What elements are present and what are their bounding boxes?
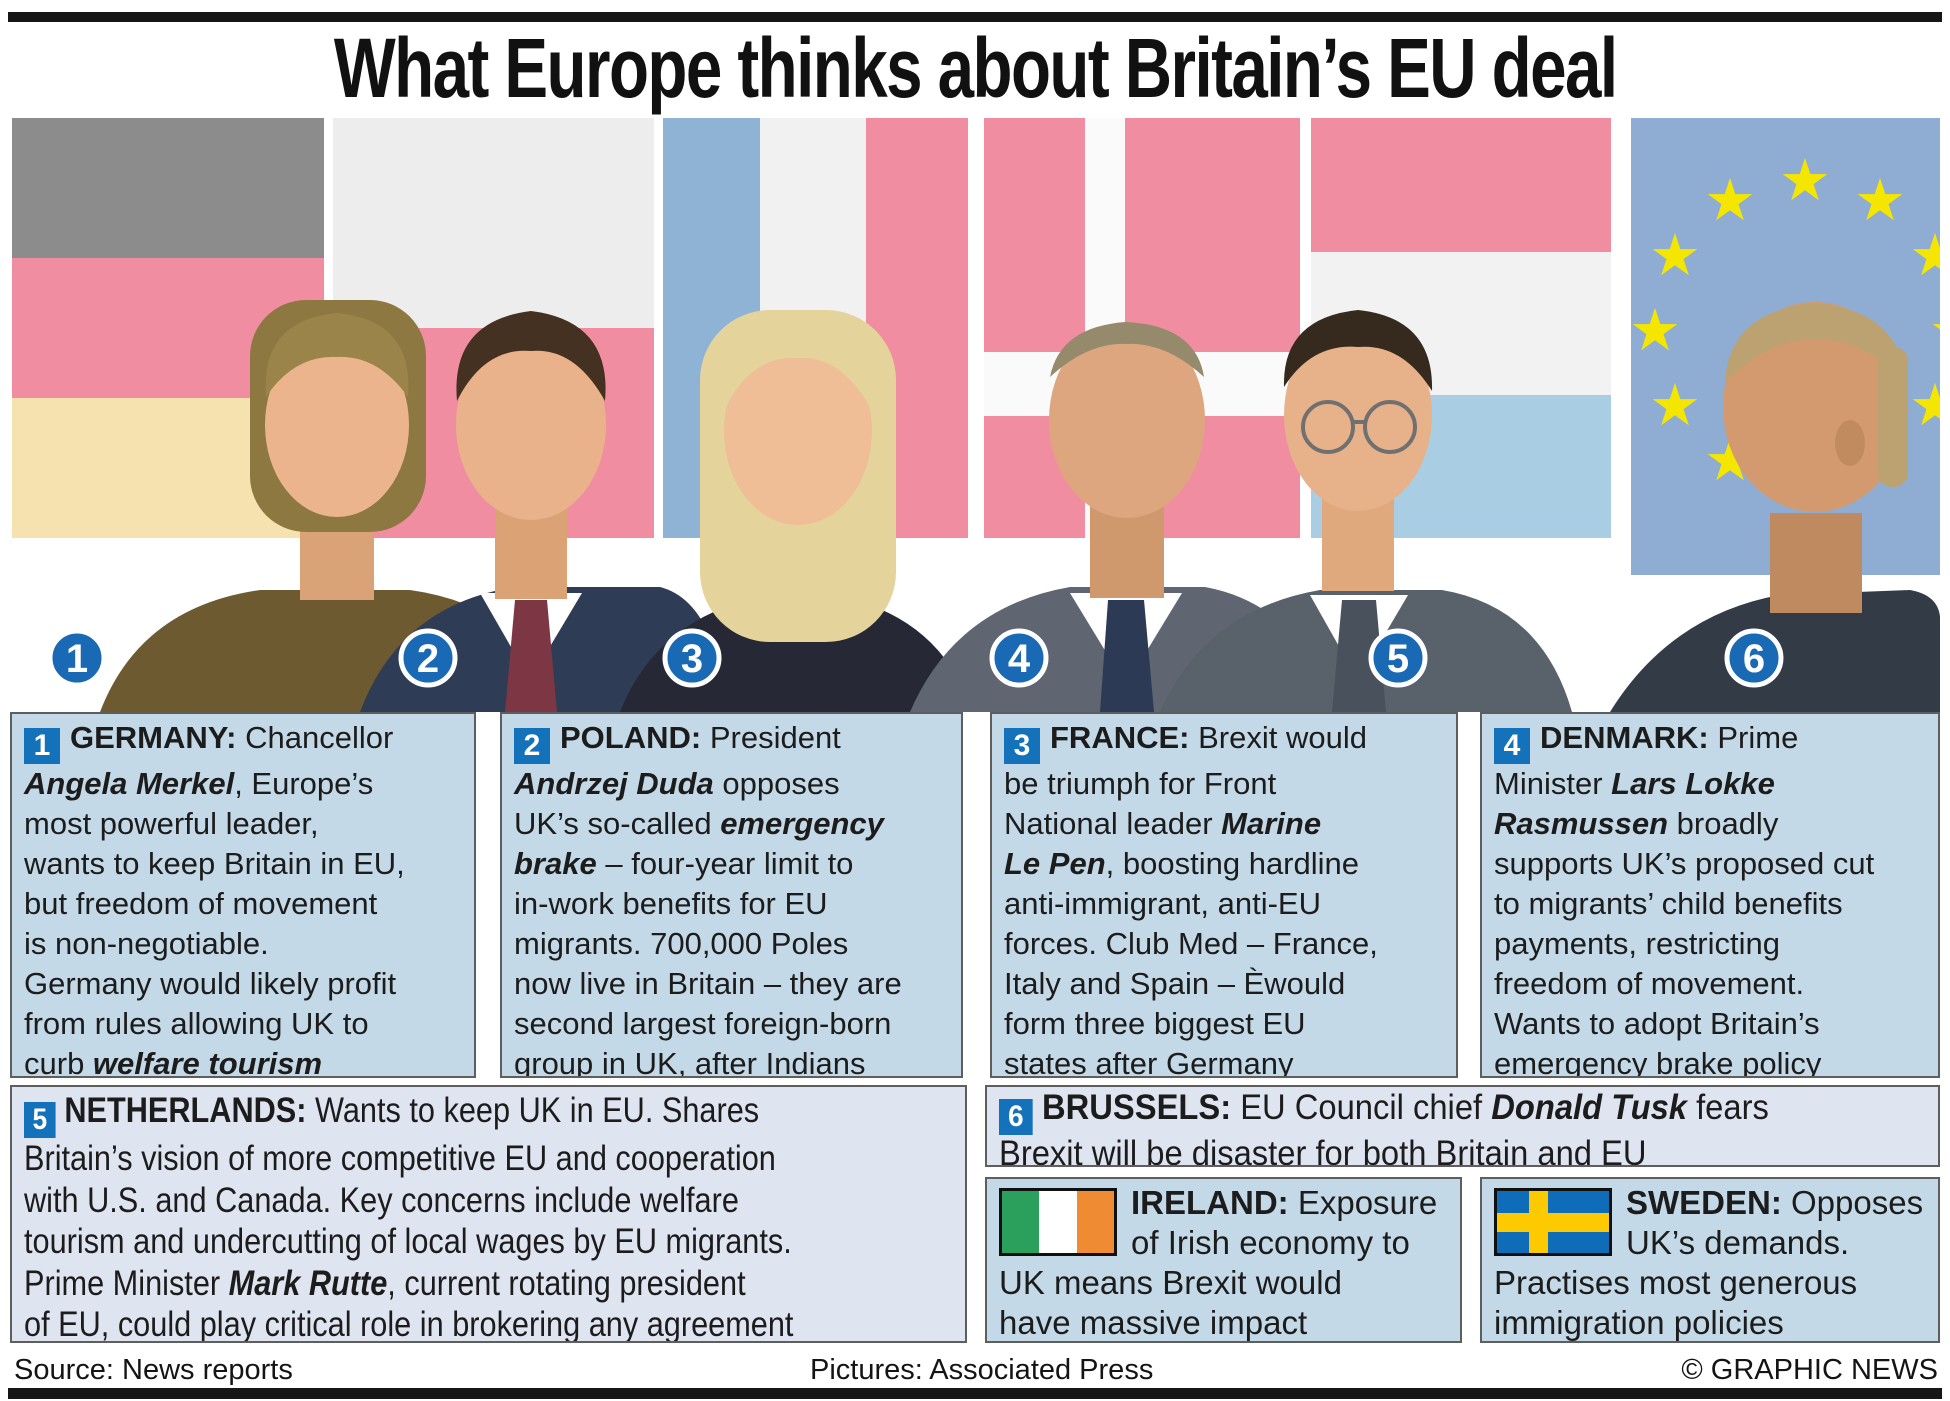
- germany-text: GERMANY: Chancellor Angela Merkel, Europ…: [24, 720, 405, 1078]
- ireland-info-box: IRELAND: Exposure of Irish economy to UK…: [985, 1177, 1462, 1343]
- germany-flag: [12, 118, 324, 538]
- page-title: What Europe thinks about Britain’s EU de…: [0, 20, 1950, 117]
- circle-4: 4: [989, 628, 1049, 688]
- footer-source: Source: News reports: [14, 1354, 293, 1386]
- france-info-box: 3 FRANCE: Brexit would be triumph for Fro…: [990, 712, 1458, 1078]
- poland-text: POLAND: President Andrzej Duda opposes U…: [514, 720, 902, 1078]
- page-title-text: What Europe thinks about Britain’s EU de…: [333, 21, 1618, 115]
- sweden-text: SWEDEN: Opposes UK’s demands. Practises …: [1494, 1184, 1924, 1341]
- circle-1: 1: [47, 628, 107, 688]
- ireland-text: IRELAND: Exposure of Irish economy to UK…: [999, 1184, 1438, 1341]
- svg-text:★: ★: [1929, 296, 1940, 364]
- france-text: FRANCE: Brexit would be triumph for Fron…: [1004, 720, 1378, 1078]
- netherlands-info-box: 5 NETHERLANDS: Wants to keep UK in EU. Sh…: [10, 1085, 967, 1343]
- footer-copyright: © GRAPHIC NEWS: [1681, 1354, 1938, 1386]
- germany-info-box: 1 GERMANY: Chancellor Angela Merkel, Euro…: [10, 712, 476, 1078]
- svg-text:★: ★: [1649, 371, 1701, 439]
- footer-pictures-credit: Pictures: Associated Press: [810, 1354, 1154, 1386]
- svg-text:3: 3: [681, 637, 703, 681]
- rutte-photo: [1160, 310, 1572, 712]
- circle-5: 5: [1368, 628, 1428, 688]
- circle-2: 2: [398, 628, 458, 688]
- svg-text:4: 4: [1008, 637, 1031, 681]
- ireland-flag-icon: [999, 1188, 1117, 1256]
- bottom-rule: [8, 1388, 1942, 1399]
- netherlands-text: NETHERLANDS: Wants to keep UK in EU. Sha…: [24, 1091, 794, 1343]
- svg-text:★: ★: [1704, 166, 1756, 234]
- netherlands-flag: [1311, 118, 1611, 538]
- number-circles: 1 2 3 4 5 6: [47, 628, 1784, 688]
- svg-text:★: ★: [1649, 221, 1701, 289]
- circle-3: 3: [662, 628, 722, 688]
- brussels-number-badge: 6: [999, 1099, 1033, 1135]
- germany-number-badge: 1: [24, 728, 60, 764]
- svg-text:6: 6: [1743, 637, 1765, 681]
- top-rule: [8, 12, 1942, 22]
- eu-stars: ★★ ★★ ★★ ★★ ★★: [1629, 146, 1940, 494]
- netherlands-number-badge: 5: [24, 1102, 56, 1138]
- brussels-text: BRUSSELS: EU Council chief Donald Tusk f…: [999, 1088, 1769, 1167]
- svg-text:★: ★: [1909, 221, 1940, 289]
- svg-text:2: 2: [417, 637, 439, 681]
- sweden-info-box: SWEDEN: Opposes UK’s demands. Practises …: [1480, 1177, 1940, 1343]
- svg-text:5: 5: [1387, 637, 1409, 681]
- svg-text:1: 1: [66, 637, 88, 681]
- poland-number-badge: 2: [514, 728, 550, 764]
- svg-text:★: ★: [1629, 296, 1681, 364]
- poland-info-box: 2 POLAND: President Andrzej Duda opposes …: [500, 712, 963, 1078]
- rutte-glasses: [1301, 400, 1417, 454]
- denmark-number-badge: 4: [1494, 728, 1530, 764]
- svg-text:★: ★: [1854, 166, 1906, 234]
- svg-text:★: ★: [1909, 371, 1940, 439]
- france-number-badge: 3: [1004, 728, 1040, 764]
- denmark-text: DENMARK: Prime Minister Lars Lokke Rasmu…: [1494, 720, 1875, 1078]
- circle-6: 6: [1724, 628, 1784, 688]
- brussels-info-box: 6 BRUSSELS: EU Council chief Donald Tusk …: [985, 1085, 1940, 1167]
- svg-text:★: ★: [1779, 146, 1831, 214]
- leaders-photo-banner: ★★ ★★ ★★ ★★ ★★: [12, 118, 1940, 712]
- sweden-flag-icon: [1494, 1188, 1612, 1256]
- denmark-info-box: 4 DENMARK: Prime Minister Lars Lokke Rasm…: [1480, 712, 1940, 1078]
